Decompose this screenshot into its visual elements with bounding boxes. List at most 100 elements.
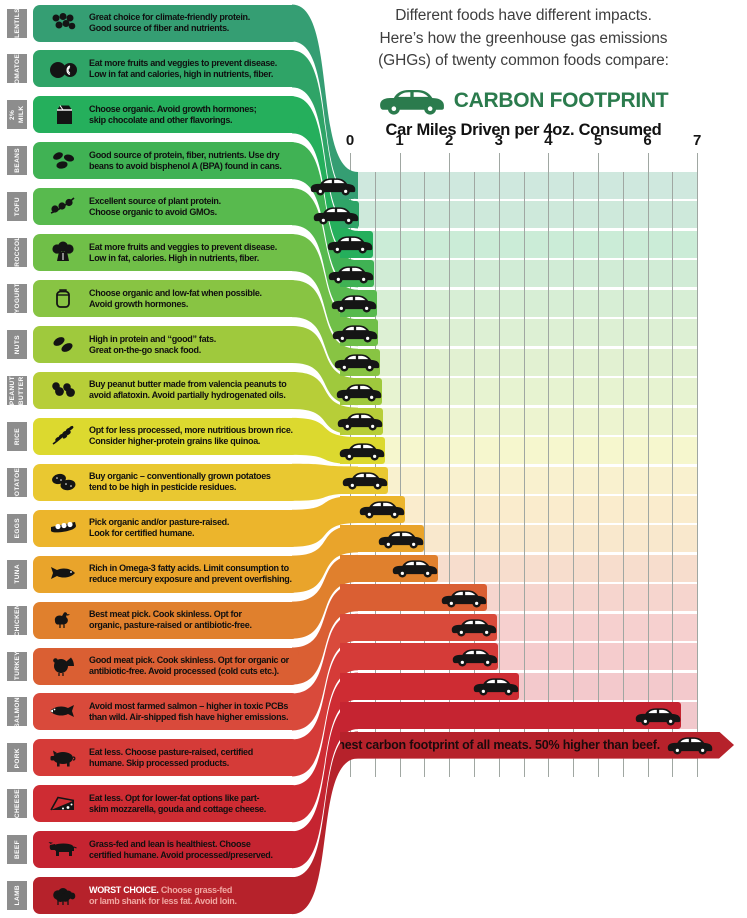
gridline xyxy=(523,172,525,777)
ribbon-connector xyxy=(292,234,358,347)
food-description: Excellent source of plant protein. Choose… xyxy=(89,196,221,218)
axis-tick-label: 0 xyxy=(345,132,355,149)
food-description-line: reduce mercury exposure and prevent over… xyxy=(89,574,292,585)
food-description-line: skip chocolate and other flavorings. xyxy=(89,114,233,125)
food-description-line: Buy peanut butter made from valencia pea… xyxy=(89,379,287,390)
food-row-2-milk: Choose organic. Avoid growth hormones; sk… xyxy=(33,96,299,134)
cheese-wedge-icon xyxy=(46,791,80,817)
food-tab-label: CHEESE xyxy=(13,789,21,819)
food-description: Great choice for climate-friendly protei… xyxy=(89,12,250,34)
food-tab-label: RICE xyxy=(13,427,21,445)
car-icon xyxy=(337,411,383,431)
food-description-line: Best meat pick. Cook skinless. Opt for xyxy=(89,609,242,620)
sheep-icon xyxy=(46,883,80,909)
car-icon xyxy=(331,293,377,313)
gridline xyxy=(449,153,451,777)
food-tab-pork: PORK xyxy=(7,743,27,773)
milk-carton-icon xyxy=(46,102,80,128)
food-description-line: Eat less. Opt for lower-fat options like… xyxy=(89,792,260,803)
food-row-lamb: WORST CHOICE. Choose grass-fed or lamb sh… xyxy=(33,877,299,915)
food-description-line: Good meat pick. Cook skinless. Opt for o… xyxy=(89,655,289,666)
bar-beef xyxy=(340,702,681,730)
car-icon xyxy=(441,588,487,608)
food-row-tomatoes: Eat more fruits and veggies to prevent d… xyxy=(33,50,299,88)
food-description-line: WORST CHOICE. Choose grass-fed xyxy=(89,884,233,895)
food-description-line: High in protein and “good” fats. xyxy=(89,333,216,344)
legend-title: CARBON FOOTPRINT xyxy=(453,88,669,112)
food-row-eggs: Pick organic and/or pasture-raised. Look … xyxy=(33,509,299,547)
food-description: Eat more fruits and veggies to prevent d… xyxy=(89,242,277,264)
food-description: Avoid most farmed salmon – higher in tox… xyxy=(89,700,289,723)
food-tab-nuts: NUTS xyxy=(7,330,27,359)
peanuts-icon xyxy=(46,377,80,403)
bar-track xyxy=(340,437,697,465)
food-description-line: Eat more fruits and veggies to prevent d… xyxy=(89,241,277,252)
food-tab-label: LAMB xyxy=(13,885,21,906)
food-tab-label: BEEF xyxy=(13,840,21,860)
bar-track xyxy=(340,201,697,229)
axis-tick-label: 3 xyxy=(494,132,503,149)
car-icon xyxy=(336,382,382,402)
bar-lamb: Highest carbon footprint of all meats. 5… xyxy=(340,732,734,759)
cow-icon xyxy=(46,837,80,863)
food-row-tofu: Excellent source of plant protein. Choose… xyxy=(33,188,299,226)
ribbon-connector xyxy=(292,613,358,731)
car-icon xyxy=(327,234,373,254)
intro-line-3: (GHGs) of twenty common foods compare: xyxy=(378,52,669,69)
broccoli-icon xyxy=(46,240,80,266)
food-row-rice: Opt for less processed, more nutritious … xyxy=(33,417,299,455)
food-row-tuna: Rich in Omega-3 fatty acids. Limit consu… xyxy=(33,555,299,593)
food-row-lentils: Great choice for climate-friendly protei… xyxy=(33,4,299,42)
gridline xyxy=(498,153,500,777)
food-tab-label: BROCCOLI xyxy=(13,233,21,272)
car-icon xyxy=(328,264,374,284)
food-description-line: humane. Skip processed products. xyxy=(89,757,229,768)
ribbon-connector xyxy=(292,96,358,258)
ribbon-connector xyxy=(292,702,358,869)
food-tab-chicken: CHICKEN xyxy=(7,604,27,636)
food-description-line: than wild. Air-shipped fish have higher … xyxy=(89,711,289,722)
food-row-potatoes: Buy organic – conventionally grown potat… xyxy=(33,463,299,501)
intro-line-1: Different foods have different impacts. xyxy=(395,7,652,24)
bar-track xyxy=(340,378,697,406)
food-tab-beans: BEANS xyxy=(7,146,27,176)
food-row-yogurt: Choose organic and low-fat when possible… xyxy=(33,280,299,318)
potatoes-icon xyxy=(46,469,80,495)
chicken-icon xyxy=(46,607,80,633)
food-tab-tofu: TOFU xyxy=(7,192,27,222)
car-icon xyxy=(473,676,519,696)
car-icon xyxy=(339,441,385,461)
food-description-line: or lamb shank for less fat. Avoid loin. xyxy=(89,895,237,906)
food-description: Buy peanut butter made from valencia pea… xyxy=(89,379,287,401)
ribbon-connector xyxy=(292,4,358,199)
beans-icon xyxy=(46,148,80,174)
axis-tick-label: 5 xyxy=(593,132,603,149)
food-tab-label: EGGS xyxy=(13,518,21,539)
car-icon xyxy=(310,176,356,196)
car-icon xyxy=(667,735,713,755)
car-icon xyxy=(452,647,498,667)
ribbon-connector xyxy=(292,672,358,823)
food-tab-label: BEANS xyxy=(13,148,21,174)
food-description-line: Eat more fruits and veggies to prevent d… xyxy=(89,57,277,68)
tomatoes-icon xyxy=(46,56,80,82)
food-tab-label: PORK xyxy=(13,747,21,769)
axis-tick-label: 2 xyxy=(445,132,454,149)
food-tab-potatoes: POTATOES xyxy=(7,463,27,501)
food-tab-label: TUNA xyxy=(13,564,21,584)
food-tab-salmon: SALMON xyxy=(7,697,27,727)
bar-track xyxy=(340,260,697,288)
car-icon xyxy=(342,470,388,490)
food-description-line: Low in fat, calories. High in nutrients,… xyxy=(89,252,259,263)
car-icon xyxy=(359,499,405,519)
food-description-line: Choose organic to avoid GMOs. xyxy=(89,206,217,217)
intro-text: Different foods have different impacts. … xyxy=(300,0,747,73)
food-description-line: Great on-the-go snack food. xyxy=(89,344,201,355)
wheat-icon xyxy=(46,423,80,449)
legend: CARBON FOOTPRINT xyxy=(300,84,747,118)
food-description-line: Avoid most farmed salmon – higher in tox… xyxy=(89,700,289,711)
gridline xyxy=(350,153,351,777)
gridline xyxy=(399,153,401,777)
food-description: Best meat pick. Cook skinless. Opt for or… xyxy=(89,609,252,631)
soybeans-icon xyxy=(46,194,80,220)
